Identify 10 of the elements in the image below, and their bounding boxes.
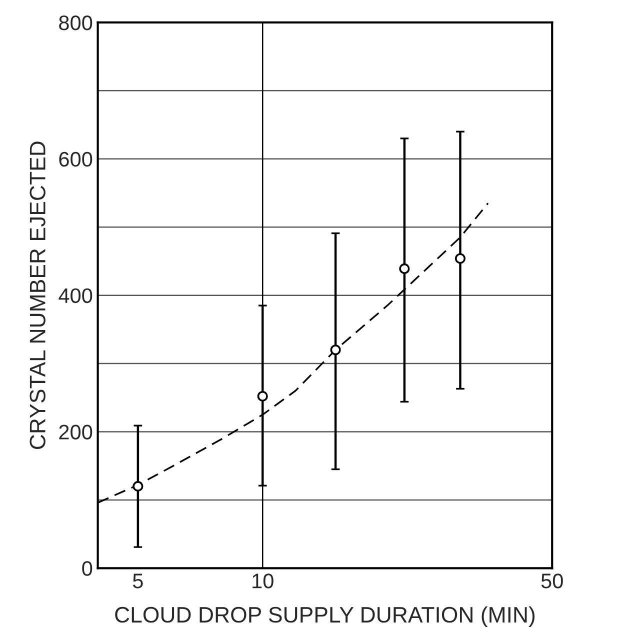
x-tick-label: 10 [252, 574, 274, 588]
y-tick-label: 400 [58, 288, 92, 304]
y-tick-label: 200 [59, 424, 92, 440]
x-axis-title: CLOUD DROP SUPPLY DURATION (MIN) [115, 606, 535, 628]
y-axis-title: CRYSTAL NUMBER EJECTED [30, 142, 46, 449]
y-tick-label: 0 [82, 561, 92, 576]
x-tick-label: 50 [541, 574, 563, 588]
y-tick-label: 600 [59, 152, 92, 167]
x-tick-label: 5 [132, 574, 143, 588]
y-tick-label: 800 [59, 15, 92, 30]
